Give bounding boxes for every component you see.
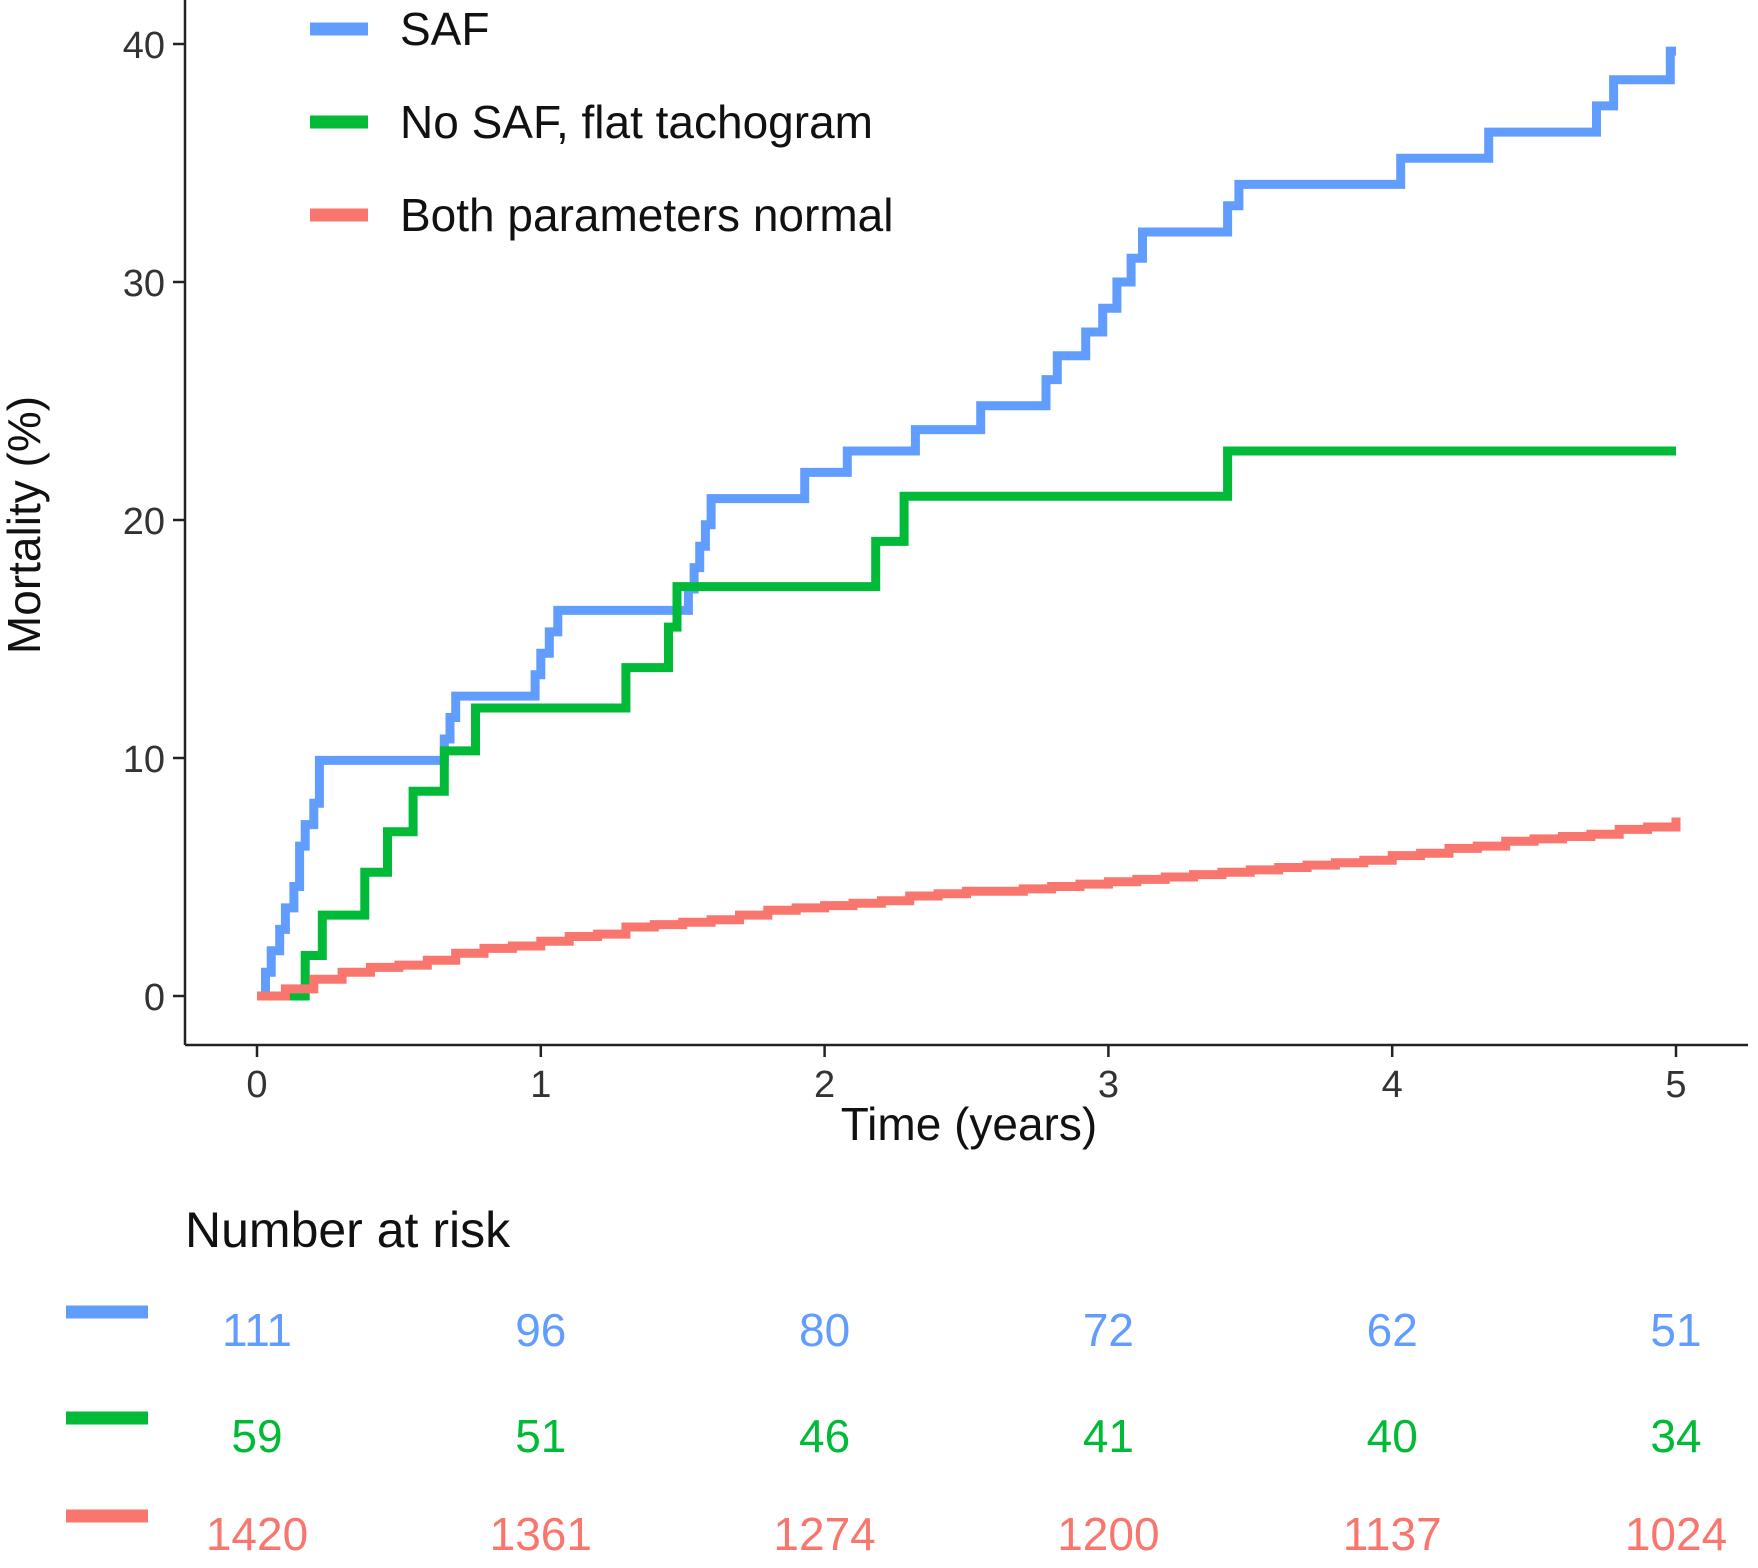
series-line-no-saf-flat-tachogram (257, 446, 1676, 1001)
y-tick-label: 20 (123, 501, 165, 543)
risk-count: 40 (1367, 1410, 1418, 1462)
legend-label: No SAF, flat tachogram (400, 96, 873, 148)
risk-count: 34 (1650, 1410, 1701, 1462)
x-tick-label: 5 (1665, 1064, 1686, 1106)
risk-count: 1274 (773, 1508, 875, 1560)
series-group (257, 46, 1681, 1001)
risk-count: 1137 (1343, 1508, 1442, 1560)
series-line-both-parameters-normal (257, 817, 1681, 1001)
legend-label: SAF (400, 3, 489, 55)
x-tick-label: 1 (530, 1064, 551, 1106)
risk-count: 1361 (490, 1508, 592, 1560)
risk-table-title: Number at risk (185, 1202, 511, 1258)
y-tick-label: 0 (144, 977, 165, 1019)
risk-table: Number at risk 111 96 80 72 62 51 59 51 46 41 40 34 1… (66, 1202, 1727, 1560)
legend-label: Both parameters normal (400, 189, 893, 241)
y-tick-label: 40 (123, 25, 165, 67)
risk-count: 80 (799, 1304, 850, 1356)
risk-count: 62 (1367, 1304, 1418, 1356)
x-axis-label: Time (years) (841, 1098, 1097, 1150)
risk-count: 111 (222, 1304, 292, 1356)
risk-count: 51 (515, 1410, 566, 1462)
series-line-saf (257, 46, 1676, 1001)
x-tick-label: 3 (1098, 1064, 1119, 1106)
risk-count: 59 (231, 1410, 282, 1462)
risk-count: 1420 (206, 1508, 308, 1560)
risk-count: 46 (799, 1410, 850, 1462)
risk-count: 41 (1083, 1410, 1134, 1462)
risk-count: 96 (515, 1304, 566, 1356)
x-tick-label: 2 (814, 1064, 835, 1106)
y-tick-label: 30 (123, 263, 165, 305)
risk-count: 51 (1650, 1304, 1701, 1356)
axes-group: 0 10 20 30 40 0 1 2 3 4 5 (123, 0, 1748, 1106)
risk-count: 72 (1083, 1304, 1134, 1356)
legend: SAF No SAF, flat tachogram Both parameters… (310, 3, 893, 241)
y-tick-label: 10 (123, 739, 165, 781)
risk-count: 1200 (1057, 1508, 1159, 1560)
y-axis-label: Mortality (%) (0, 396, 50, 654)
x-tick-label: 4 (1382, 1064, 1403, 1106)
x-tick-label: 0 (246, 1064, 267, 1106)
risk-count: 1024 (1625, 1508, 1727, 1560)
